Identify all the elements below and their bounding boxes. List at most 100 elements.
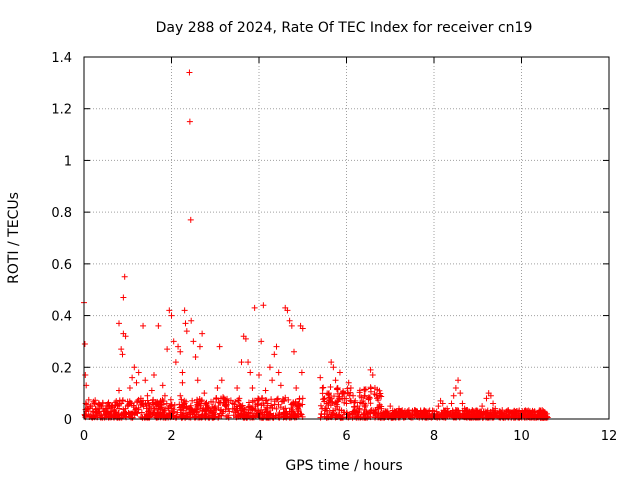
data-point (118, 346, 125, 353)
data-point (413, 408, 420, 415)
data-point (288, 401, 295, 408)
data-point (339, 390, 346, 397)
data-point (157, 397, 164, 404)
data-point (235, 397, 242, 404)
data-point (346, 411, 353, 418)
data-point (174, 409, 181, 416)
data-point (247, 369, 254, 376)
data-point (424, 414, 431, 421)
data-point (176, 404, 183, 411)
data-point (229, 400, 236, 407)
data-point (461, 405, 468, 412)
data-point (179, 379, 186, 386)
data-point (361, 392, 368, 399)
data-point (326, 390, 332, 397)
data-point (107, 408, 114, 415)
data-point (116, 397, 123, 404)
data-point (422, 408, 429, 415)
data-point (249, 384, 256, 391)
y-tick-label: 0.6 (51, 258, 72, 273)
data-point (326, 397, 333, 404)
data-point (141, 414, 148, 421)
data-point (266, 411, 273, 418)
data-point (362, 386, 369, 393)
data-point (444, 405, 451, 412)
data-point (109, 403, 116, 410)
data-point (331, 400, 338, 407)
data-point (389, 414, 396, 421)
data-point (102, 410, 109, 417)
data-point (205, 414, 212, 421)
data-point (391, 408, 398, 415)
data-point (283, 410, 290, 417)
data-point (135, 404, 142, 411)
data-point (514, 408, 521, 415)
data-point (120, 294, 127, 301)
y-tick-label: 0.8 (51, 206, 72, 221)
data-point (260, 302, 267, 309)
x-tick-label: 0 (80, 429, 88, 444)
data-point (367, 400, 374, 407)
y-tick-label: 0.4 (51, 310, 72, 325)
data-point (319, 390, 326, 397)
data-point (399, 411, 406, 418)
data-point (292, 399, 299, 406)
data-point (378, 405, 385, 412)
data-point (168, 312, 175, 319)
data-point (452, 411, 459, 418)
x-axis-title: GPS time / hours (285, 458, 402, 474)
data-point (269, 377, 276, 384)
data-point (153, 400, 160, 407)
data-point (356, 405, 363, 412)
data-point (163, 400, 170, 407)
data-point (140, 322, 147, 329)
y-tick-label: 1.4 (51, 51, 72, 66)
data-point (144, 392, 151, 399)
data-point (328, 359, 335, 366)
data-point (177, 348, 184, 355)
data-point (483, 395, 490, 402)
data-point (216, 343, 223, 350)
data-point (258, 395, 265, 402)
data-point (435, 403, 442, 410)
data-point (249, 397, 256, 404)
data-point (85, 396, 92, 403)
data-point (332, 377, 339, 384)
data-point (369, 372, 376, 379)
data-point (175, 343, 182, 350)
data-point (112, 399, 119, 406)
data-point (439, 400, 446, 407)
data-point (121, 273, 128, 280)
data-point (400, 410, 407, 417)
data-point (258, 402, 265, 409)
data-point (421, 407, 428, 414)
data-point (243, 406, 250, 413)
data-point (360, 411, 367, 418)
data-point (485, 414, 492, 421)
data-point (362, 414, 369, 421)
data-point (153, 412, 160, 419)
data-point (324, 410, 331, 417)
data-point (367, 410, 374, 417)
data-point (319, 384, 326, 391)
data-point (160, 409, 167, 416)
data-point (138, 400, 145, 407)
data-point (268, 402, 275, 409)
data-point (255, 410, 262, 417)
data-point (124, 403, 131, 410)
data-point (180, 401, 187, 408)
data-point (531, 408, 538, 415)
data-point (367, 366, 374, 373)
data-point (246, 403, 253, 410)
data-point (358, 394, 365, 401)
data-point (349, 410, 356, 417)
data-point (295, 408, 302, 415)
data-point (127, 399, 134, 406)
data-point (140, 403, 147, 410)
data-point (299, 325, 306, 332)
data-point (221, 395, 227, 402)
data-point (186, 69, 193, 76)
data-point (111, 410, 118, 417)
data-point (417, 410, 424, 417)
